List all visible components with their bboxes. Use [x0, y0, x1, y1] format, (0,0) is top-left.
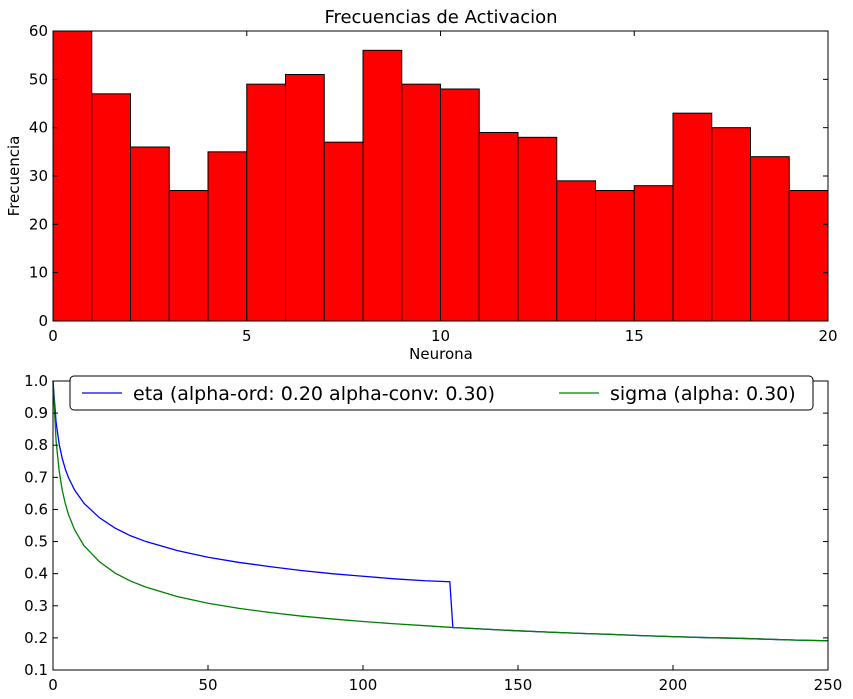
bar [91, 93, 131, 322]
bar [672, 112, 713, 322]
y-tick-label: 1.0 [24, 372, 48, 390]
plot-frame [52, 30, 829, 322]
bar [285, 74, 325, 322]
x-tick-label: 250 [814, 676, 843, 694]
bar [130, 146, 170, 322]
y-tick-label: 10 [29, 264, 48, 282]
x-tick-label: 10 [431, 327, 450, 345]
y-tick-labels: 0.1 0.2 0.3 0.4 0.5 0.6 0.7 0.8 0.9 1.0 [24, 372, 48, 679]
y-tick-label: 0.6 [24, 500, 48, 518]
bar [323, 141, 364, 322]
x-tick-labels: 0 5 10 15 20 [48, 327, 837, 345]
plot-area-background [53, 381, 828, 670]
x-tick-label: 15 [625, 327, 644, 345]
bar [246, 83, 286, 322]
y-axis-label: Frecuencia [5, 136, 23, 217]
y-tick-label: 0.1 [24, 661, 48, 679]
bars-group [52, 30, 829, 322]
bar [633, 185, 674, 322]
x-tick-label: 150 [504, 676, 533, 694]
bar [711, 127, 751, 322]
y-tick-label: 60 [29, 22, 48, 40]
y-tick-labels: 0 10 20 30 40 50 60 [29, 22, 48, 330]
legend-label-sigma: sigma (alpha: 0.30) [610, 383, 796, 405]
y-tick-label: 0.7 [24, 468, 48, 486]
y-tick-label: 50 [29, 70, 48, 88]
bar [556, 180, 596, 322]
legend: eta (alpha-ord: 0.20 alpha-conv: 0.30) s… [69, 375, 814, 411]
x-tick-label: 0 [48, 327, 58, 345]
legend-label-eta: eta (alpha-ord: 0.20 alpha-conv: 0.30) [133, 383, 495, 405]
bar [168, 190, 209, 322]
series-lines [52, 380, 829, 642]
legend-box [69, 375, 814, 411]
y-tick-label: 0.5 [24, 533, 48, 551]
x-tick-label: 100 [349, 676, 378, 694]
chart-title: Frecuencias de Activacion [324, 7, 557, 28]
y-tick-label: 0 [38, 312, 48, 330]
activation-histogram: Frecuencias de Activacion 0 5 10 15 20 0 10 20… [5, 7, 838, 363]
y-tick-label: 30 [29, 167, 48, 185]
decay-line-chart: 0 50 100 150 200 250 0.1 0.2 0.3 0.4 0.5 0.6 0.7 0.8… [24, 372, 842, 694]
bar [440, 88, 480, 322]
bar [788, 190, 829, 322]
bar [517, 136, 558, 322]
x-axis-label: Neurona [409, 345, 473, 363]
bar [595, 190, 635, 322]
x-tick-label: 50 [198, 676, 217, 694]
y-tick-label: 0.4 [24, 565, 48, 583]
series-line-sigma [52, 380, 829, 642]
x-tick-label: 0 [48, 676, 58, 694]
x-tick-label: 5 [242, 327, 252, 345]
bar [52, 30, 93, 322]
bar [750, 156, 790, 322]
bar [362, 49, 403, 322]
x-tick-label: 200 [659, 676, 688, 694]
bar [401, 83, 441, 322]
y-tick-label: 0.9 [24, 404, 48, 422]
y-tick-label: 20 [29, 215, 48, 233]
bar [478, 132, 519, 322]
bar [207, 151, 248, 322]
x-tick-label: 20 [818, 327, 837, 345]
x-tick-labels: 0 50 100 150 200 250 [48, 676, 842, 694]
y-tick-label: 40 [29, 119, 48, 137]
y-tick-label: 0.2 [24, 629, 48, 647]
y-tick-label: 0.3 [24, 597, 48, 615]
y-tick-label: 0.8 [24, 436, 48, 454]
